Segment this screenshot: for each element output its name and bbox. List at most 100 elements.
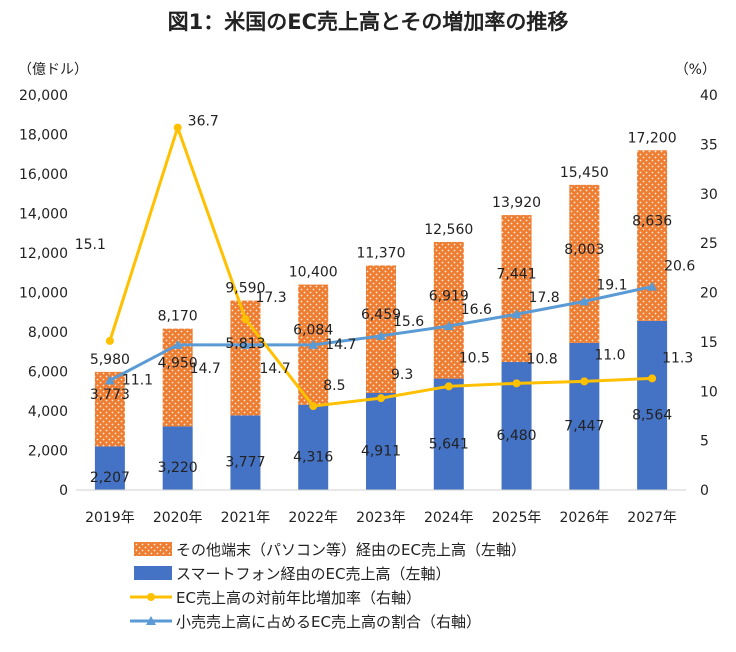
smartphone-value-label: 3,777 [225,455,265,471]
right-tick-label: 5 [700,434,709,450]
right-tick-label: 25 [700,236,718,252]
x-tick-label: 2027年 [627,510,677,526]
share-of-retail-marker [308,339,319,349]
share-of-retail-marker [511,309,522,319]
growth-rate-marker [377,394,385,403]
bar-other-devices [501,215,532,363]
growth-rate-marker [580,377,589,386]
x-tick-label: 2024年 [424,510,474,526]
smartphone-value-label: 8,564 [632,407,672,423]
left-axis-unit: （億ドル） [18,62,88,78]
other-devices-value-label: 7,441 [497,267,537,283]
left-tick-label: 12,000 [19,246,68,262]
left-tick-label: 16,000 [19,167,68,183]
axes-layer: （億ドル） （%） 0 2,000 4,000 6,000 8,000 10,000 12,00… [18,62,718,526]
x-tick-label: 2023年 [356,510,406,526]
bar-smartphone [569,342,600,490]
growth-rate-value-label: 9.3 [391,367,413,383]
right-tick-label: 40 [700,88,718,104]
other-devices-value-label: 6,459 [361,307,401,323]
legend-other-devices-label: その他端末（パソコン等）経由のEC売上高（左軸） [176,541,526,559]
legend-smartphone-swatch [134,566,172,580]
right-tick-label: 20 [700,286,718,302]
share-of-retail-value-label: 20.6 [664,259,695,275]
growth-rate-value-label: 11.0 [594,347,625,363]
other-devices-value-label: 8,003 [564,242,604,258]
x-tick-label: 2025年 [492,510,542,526]
chart-title: 図1：米国のEC売上高とその増加率の推移 [167,10,569,34]
share-of-retail-marker [376,330,386,340]
growth-rate-value-label: 10.8 [527,351,558,367]
legend-growth-rate-label: EC売上高の対前年比増加率（右軸） [176,589,421,607]
other-devices-value-label: 6,919 [429,288,469,304]
data-labels-layer: 2,207 3,773 5,980 3,220 4,950 8,170 3,777 5,813… [75,114,696,487]
share-of-retail-value-label: 15.6 [393,314,424,330]
total-value-label: 9,590 [225,281,265,297]
legend-share-of-retail-marker [146,616,156,625]
growth-rate-marker [105,336,114,345]
bar-smartphone [162,426,193,490]
share-of-retail-value-label: 11.1 [122,372,153,388]
bar-smartphone [366,393,396,490]
other-devices-value-label: 8,636 [632,214,672,230]
bar-other-devices [433,241,464,379]
legend-share-of-retail: 小売売上高に占めるEC売上高の割合（右軸） [130,613,481,631]
left-tick-label: 8,000 [28,325,68,341]
share-of-retail-value-label: 16.6 [461,302,492,318]
growth-rate-marker [309,402,318,411]
total-value-label: 13,920 [492,195,541,211]
total-value-label: 5,980 [90,352,130,368]
left-tick-label: 18,000 [19,128,68,144]
growth-rate-value-label: 17.3 [255,290,286,306]
growth-rate-marker [444,382,453,391]
total-value-label: 12,560 [424,222,473,238]
smartphone-value-label: 3,220 [158,460,198,476]
smartphone-value-label: 4,316 [293,449,333,465]
share-of-retail-marker [240,339,251,349]
right-tick-label: 10 [700,384,718,400]
share-of-retail-value-label: 17.8 [529,290,560,306]
left-tick-label: 0 [59,483,68,499]
x-tick-label: 2020年 [153,510,203,526]
growth-rate-value-label: 8.5 [323,378,345,394]
right-tick-label: 30 [700,187,718,203]
left-tick-label: 4,000 [28,404,68,420]
other-devices-value-label: 6,084 [293,323,333,339]
legend-share-of-retail-label: 小売売上高に占めるEC売上高の割合（右軸） [176,613,481,631]
total-value-label: 11,370 [357,245,406,261]
x-tick-label: 2022年 [288,510,338,526]
left-tick-label: 14,000 [19,207,68,223]
left-tick-label: 20,000 [19,88,68,104]
growth-rate-marker [241,315,250,324]
share-of-retail-marker [647,281,658,291]
share-of-retail-value-label: 19.1 [596,277,627,293]
total-value-label: 17,200 [628,130,677,146]
x-tick-label: 2021年 [221,510,271,526]
x-tick-label: 2026年 [560,510,610,526]
bar-smartphone [637,320,668,490]
growth-rate-marker [648,374,657,383]
left-tick-label: 10,000 [19,286,68,302]
right-tick-label: 35 [700,137,718,153]
legend-other-devices: その他端末（パソコン等）経由のEC売上高（左軸） [134,541,526,559]
bar-other-devices [366,265,396,394]
smartphone-value-label: 4,911 [361,444,401,460]
bar-other-devices [569,184,600,343]
smartphone-value-label: 2,207 [90,470,130,486]
growth-rate-marker [512,379,521,388]
bar-smartphone [230,415,261,490]
right-axis-unit: （%） [675,62,716,78]
bar-other-devices [637,150,668,321]
lines-layer [104,123,658,411]
right-tick-label: 15 [700,335,718,351]
share-of-retail-marker [579,296,590,306]
total-value-label: 15,450 [560,165,609,181]
legend-growth-rate: EC売上高の対前年比増加率（右軸） [130,589,421,607]
bar-smartphone [298,404,329,490]
share-of-retail-value-label: 14.7 [325,337,356,353]
growth-rate-value-label: 15.1 [75,237,106,253]
other-devices-value-label: 5,813 [225,336,265,352]
share-of-retail-marker [104,375,115,385]
other-devices-value-label: 3,773 [90,387,130,403]
bar-smartphone [94,446,125,490]
